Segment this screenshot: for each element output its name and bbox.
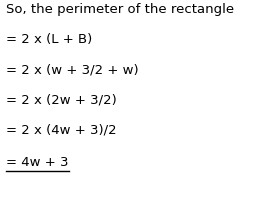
Text: = 2 x (w + 3/2 + w): = 2 x (w + 3/2 + w) (6, 63, 139, 76)
Text: = 4w + 3: = 4w + 3 (6, 156, 68, 169)
Text: = 2 x (2w + 3/2): = 2 x (2w + 3/2) (6, 93, 117, 106)
Text: So, the perimeter of the rectangle: So, the perimeter of the rectangle (6, 3, 234, 16)
Text: = 2 x (L + B): = 2 x (L + B) (6, 33, 92, 46)
Text: = 2 x (4w + 3)/2: = 2 x (4w + 3)/2 (6, 123, 117, 136)
